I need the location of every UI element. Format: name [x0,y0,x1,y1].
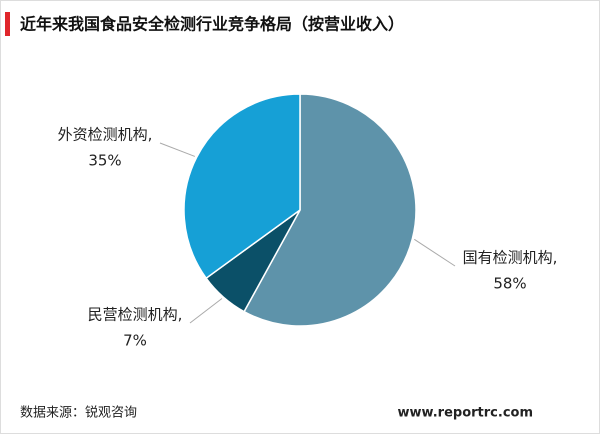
slice-label: 外资检测机构, [58,126,153,144]
value-label: 7% [123,332,147,350]
leader-line [159,142,196,157]
chart-title: 近年来我国食品安全检测行业竞争格局（按营业收入） [20,15,404,34]
slice-label: 民营检测机构, [88,306,183,324]
slice-label: 国有检测机构, [463,249,558,267]
website: www.reportrc.com [398,406,533,421]
value-label: 35% [88,152,121,170]
title-accent [5,12,10,36]
pie-slice [243,93,417,327]
pie-slice [183,93,301,280]
source: 数据来源：锐观咨询 [20,406,137,421]
leader-line [414,238,456,267]
value-label: 58% [493,275,526,293]
leader-line [189,298,223,324]
